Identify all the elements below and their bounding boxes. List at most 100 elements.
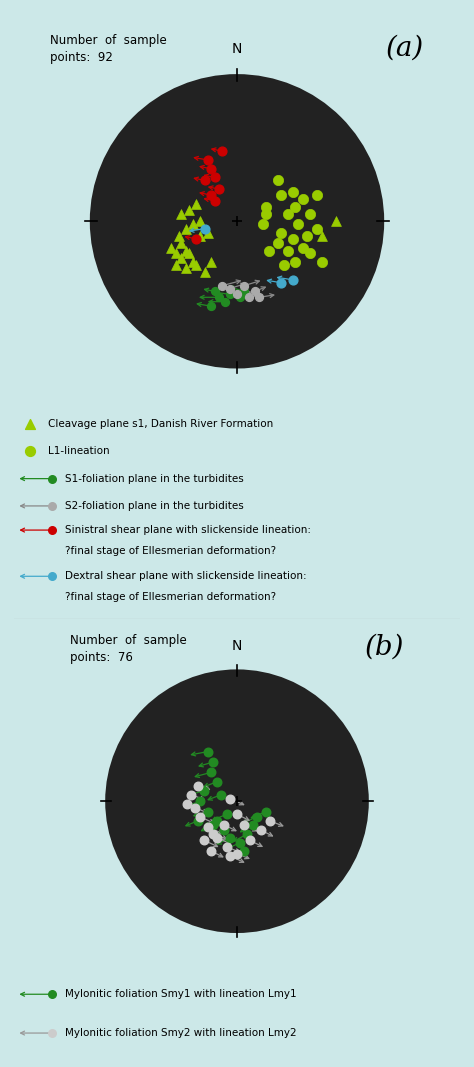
Point (201, 264, 209, 281)
Point (284, 242, 292, 259)
Point (214, 829, 221, 846)
Point (182, 220, 190, 237)
Text: Number  of  sample
points:  92: Number of sample points: 92 (50, 34, 167, 64)
Point (240, 816, 247, 833)
Point (240, 277, 248, 294)
Point (255, 289, 263, 306)
Point (289, 184, 296, 201)
Point (197, 793, 204, 810)
Point (201, 832, 208, 849)
Point (289, 271, 296, 288)
Point (303, 227, 311, 244)
Text: S1-foliation plane in the turbidites: S1-foliation plane in the turbidites (65, 474, 244, 483)
Point (233, 286, 241, 303)
Point (219, 277, 226, 294)
Point (277, 274, 285, 291)
Point (262, 803, 270, 821)
Point (314, 220, 321, 237)
Point (233, 845, 241, 862)
Text: (a): (a) (386, 34, 424, 61)
Point (314, 187, 321, 204)
Point (265, 242, 273, 259)
Point (223, 806, 230, 823)
Point (214, 812, 221, 829)
Point (194, 777, 201, 794)
Text: Dextral shear plane with slickenside lineation:: Dextral shear plane with slickenside lin… (65, 571, 307, 582)
Point (48, 497, 56, 514)
Point (277, 187, 285, 204)
Text: N: N (232, 639, 242, 653)
Point (274, 235, 282, 252)
Point (221, 293, 229, 310)
Point (167, 239, 175, 256)
Point (236, 289, 244, 306)
Point (192, 195, 200, 212)
Point (197, 212, 204, 229)
Point (26, 415, 34, 432)
Text: ?final stage of Ellesmerian deformation?: ?final stage of Ellesmerian deformation? (65, 546, 277, 556)
Point (210, 753, 217, 770)
Text: ?final stage of Ellesmerian deformation?: ?final stage of Ellesmerian deformation? (65, 592, 277, 602)
Point (185, 201, 192, 218)
Point (226, 286, 234, 303)
Circle shape (91, 75, 383, 367)
Point (263, 198, 270, 216)
Point (175, 227, 182, 244)
Point (191, 799, 199, 816)
Point (236, 834, 244, 851)
Point (318, 254, 326, 271)
Point (292, 198, 299, 216)
Point (172, 245, 179, 262)
Point (182, 259, 190, 276)
Point (219, 143, 226, 160)
Point (48, 1024, 56, 1041)
Point (227, 847, 234, 864)
Point (178, 250, 185, 267)
Point (211, 283, 219, 300)
Point (172, 256, 179, 273)
Point (187, 786, 195, 803)
Point (220, 816, 228, 833)
Point (210, 816, 217, 833)
Point (333, 212, 340, 229)
Point (189, 216, 197, 233)
Point (192, 230, 200, 248)
Point (233, 806, 241, 823)
Point (253, 809, 260, 826)
Circle shape (106, 670, 368, 931)
Point (277, 224, 285, 241)
Text: (b): (b) (365, 634, 404, 660)
Point (284, 206, 292, 223)
Point (245, 289, 253, 306)
Point (266, 812, 273, 829)
Point (194, 812, 201, 829)
Text: Mylonitic foliation Smy2 with lineation Lmy2: Mylonitic foliation Smy2 with lineation … (65, 1028, 297, 1038)
Text: S2-foliation plane in the turbidites: S2-foliation plane in the turbidites (65, 500, 244, 511)
Point (183, 795, 191, 812)
Point (48, 522, 56, 539)
Text: N: N (232, 43, 242, 57)
Point (274, 172, 282, 189)
Point (197, 809, 204, 826)
Point (260, 216, 267, 233)
Point (227, 829, 234, 846)
Point (185, 245, 192, 262)
Point (216, 180, 223, 197)
Point (295, 216, 302, 233)
Point (223, 839, 230, 856)
Point (204, 803, 212, 821)
Point (192, 256, 200, 273)
Point (207, 842, 215, 859)
Point (227, 790, 234, 807)
Point (207, 187, 214, 204)
Text: Number  of  sample
points:  76: Number of sample points: 76 (70, 634, 186, 664)
Point (216, 289, 223, 306)
Point (201, 172, 209, 189)
Point (48, 471, 56, 488)
Point (306, 206, 314, 223)
Point (207, 160, 214, 177)
Point (211, 169, 219, 186)
Point (218, 786, 225, 803)
Point (207, 764, 215, 781)
Point (204, 152, 211, 169)
